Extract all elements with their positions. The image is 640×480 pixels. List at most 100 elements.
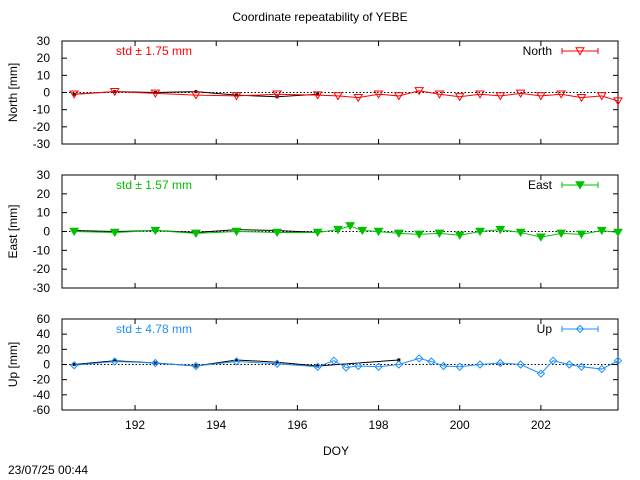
north-point (272, 90, 282, 99)
up-daily-point (275, 360, 279, 364)
north-ytick-label: -20 (33, 120, 51, 134)
east-point (393, 229, 404, 238)
east-panel: 30 20 10 0 -10 -20 -30 East [mm] std ± 1.57 mm Ea… (6, 168, 623, 295)
up-point (548, 356, 558, 365)
up-point (374, 362, 383, 371)
north-ytick-label: 30 (37, 34, 51, 48)
x-tick-label: 202 (531, 418, 551, 432)
north-daily-point (275, 95, 279, 99)
east-legend-label: East (528, 178, 553, 192)
east-point (576, 230, 587, 239)
up-daily-point (72, 363, 76, 366)
up-ytick-label: 60 (37, 312, 51, 326)
north-std-label: std ± 1.75 mm (116, 44, 192, 58)
up-point (329, 356, 339, 365)
up-point (565, 360, 574, 369)
up-ytick-label: -40 (33, 388, 51, 402)
north-point (150, 89, 161, 98)
x-tick-label: 196 (287, 418, 307, 432)
east-point (556, 229, 567, 238)
up-point (516, 360, 525, 369)
east-point (312, 228, 323, 238)
north-panel: 30 20 10 0 -10 -20 -30 North [mm] std ± 1.75 mm N… (6, 34, 623, 151)
north-point (454, 93, 465, 102)
north-point (414, 87, 425, 96)
x-tick-label: 198 (369, 418, 389, 432)
up-daily-line (74, 359, 399, 367)
north-point (556, 90, 567, 99)
east-point (150, 226, 161, 236)
east-point (454, 231, 465, 240)
north-point (333, 92, 343, 101)
north-ytick-label: 10 (37, 68, 51, 82)
north-ytick-label: 0 (43, 86, 50, 100)
x-tick-label: 200 (450, 418, 470, 432)
east-point (495, 225, 506, 235)
north-daily-point (316, 92, 320, 96)
east-point (333, 225, 343, 235)
north-point (109, 87, 120, 97)
up-point (110, 357, 119, 366)
up-point (597, 364, 606, 374)
north-point (231, 92, 242, 101)
up-point (427, 357, 436, 366)
east-std-label: std ± 1.57 mm (116, 178, 192, 192)
up-point (439, 361, 448, 371)
east-ytick-label: -20 (33, 262, 51, 276)
east-point (109, 228, 120, 238)
east-y-axis-label: East [mm] (6, 204, 20, 258)
up-point (414, 354, 424, 363)
east-point (475, 227, 485, 237)
east-point (373, 227, 384, 237)
east-point (191, 229, 201, 238)
x-tick-label: 192 (125, 418, 145, 432)
east-ytick-label: 30 (37, 168, 51, 182)
x-axis-label: DOY (323, 444, 349, 458)
east-ytick-label: 0 (43, 225, 50, 239)
east-point (231, 227, 242, 237)
up-point (455, 362, 464, 371)
north-point (353, 93, 364, 103)
north-point (69, 90, 80, 99)
up-point (394, 360, 404, 369)
north-legend-label: North (523, 44, 552, 58)
up-ytick-label: 0 (43, 358, 50, 372)
up-daily-point (113, 359, 117, 363)
east-ytick-label: 10 (37, 206, 51, 220)
east-legend-marker (575, 181, 585, 190)
up-series-line (74, 357, 619, 375)
chart-title: Coordinate repeatability of YEBE (232, 10, 407, 24)
east-ytick-label: 20 (37, 187, 51, 201)
north-ytick-label: -30 (33, 137, 51, 151)
north-point (495, 92, 506, 101)
north-point (515, 89, 526, 98)
up-daily-point (397, 358, 401, 362)
east-point (613, 228, 623, 238)
up-ytick-label: 40 (37, 327, 51, 341)
up-point (577, 362, 586, 371)
east-point (414, 230, 425, 239)
up-point (354, 361, 363, 371)
up-y-axis-label: Up [mm] (6, 342, 20, 387)
east-point (345, 222, 356, 231)
north-point (393, 92, 404, 101)
up-ytick-label: 20 (37, 342, 51, 356)
east-ytick-label: -10 (33, 243, 51, 257)
up-legend-marker (575, 324, 585, 334)
up-std-label: std ± 4.78 mm (116, 322, 192, 336)
timestamp: 23/07/25 00:44 (8, 463, 88, 477)
x-tick-label: 194 (206, 418, 226, 432)
up-ytick-label: -20 (33, 373, 51, 387)
up-point (232, 357, 241, 366)
north-point (191, 91, 201, 100)
east-point (69, 227, 80, 237)
up-point (191, 361, 201, 371)
north-daily-point (153, 91, 157, 94)
up-point (69, 361, 79, 370)
panels: 30 20 10 0 -10 -20 -30 North [mm] std ± 1.75 mm N… (6, 34, 623, 432)
up-point (536, 369, 546, 378)
north-point (613, 97, 623, 106)
east-point (536, 233, 546, 242)
